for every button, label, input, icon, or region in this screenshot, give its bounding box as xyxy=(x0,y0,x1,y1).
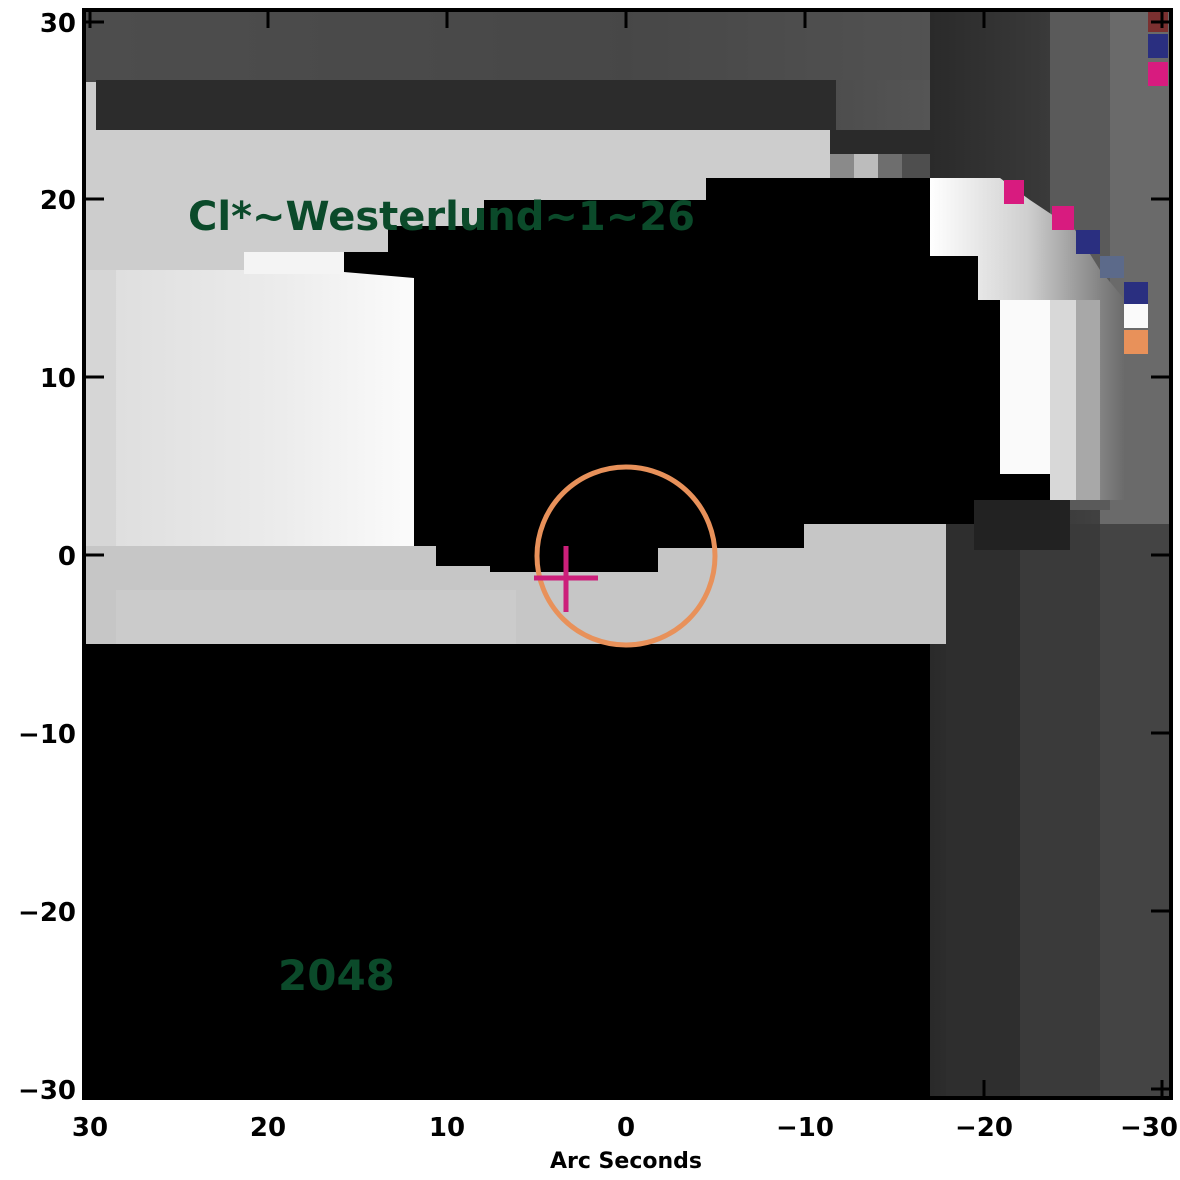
x-tick-label: −20 xyxy=(955,1113,1013,1143)
magenta-square-icon xyxy=(1148,62,1168,86)
image-raster: Cl*~Westerlund~1~26 2048 xyxy=(84,10,1171,1098)
y-tick-label: 30 xyxy=(40,9,76,39)
y-tick-label: −10 xyxy=(18,720,76,750)
y-tick-label: 10 xyxy=(40,364,76,394)
blue-square-icon xyxy=(1124,282,1148,304)
gray-square-icon xyxy=(1100,256,1124,278)
y-tick-label: 0 xyxy=(58,542,76,572)
band-label: 2048 xyxy=(278,951,395,1000)
x-tick-label: 0 xyxy=(617,1113,635,1143)
x-tick-label: −10 xyxy=(776,1113,834,1143)
x-tick-label: 10 xyxy=(429,1113,465,1143)
white-square-icon xyxy=(1124,304,1148,328)
x-tick-label: 30 xyxy=(72,1113,108,1143)
x-axis-title: Arc Seconds xyxy=(550,1149,702,1174)
x-tick-label: 20 xyxy=(250,1113,286,1143)
orange-square-icon xyxy=(1124,330,1148,354)
blue-square-icon xyxy=(1076,230,1100,254)
y-tick-labels: 30 20 10 0 −10 −20 −30 xyxy=(18,9,76,1106)
blue-square-icon xyxy=(1148,34,1168,58)
position-cross-icon xyxy=(534,546,598,612)
aperture-circle xyxy=(534,464,718,648)
axis-ticks xyxy=(84,10,1171,1098)
magenta-square-icon xyxy=(1052,206,1074,230)
y-tick-label: −20 xyxy=(18,898,76,928)
x-tick-label: −30 xyxy=(1120,1113,1178,1143)
magenta-square-icon xyxy=(1004,180,1024,204)
y-tick-label: 20 xyxy=(40,186,76,216)
x-tick-labels: 30 20 10 0 −10 −20 −30 xyxy=(72,1113,1178,1143)
y-tick-label: −30 xyxy=(18,1076,76,1106)
star-label: Cl*~Westerlund~1~26 xyxy=(188,194,695,240)
